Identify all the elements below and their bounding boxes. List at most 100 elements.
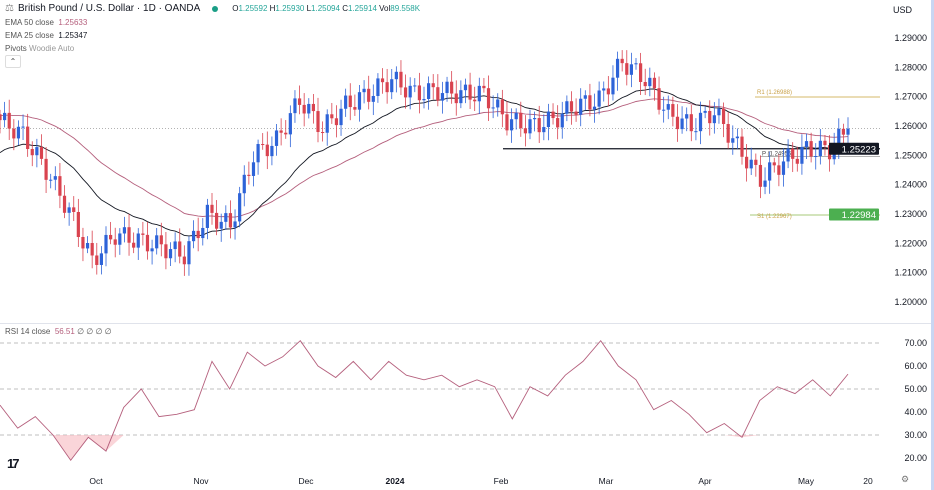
candle-body [339,108,343,126]
candle-body [717,108,721,116]
candle-body [708,110,712,124]
scrollbar[interactable] [931,0,934,490]
candle-body [823,140,827,146]
ema25-legend[interactable]: EMA 25 close 1.25347 [5,31,88,40]
support-price-tag-bg [829,142,879,155]
candle-body [763,180,767,187]
candle-body [597,90,601,107]
candle-body [611,77,615,95]
candle-body [265,144,269,157]
candle-body [427,83,431,100]
pivots-legend[interactable]: Pivots Woodie Auto [5,44,75,53]
candle-body [482,85,486,89]
candle-body [76,211,80,238]
time-tick-label: Dec [298,476,314,486]
rsi-tick-label: 60.00 [904,361,927,371]
candle-body [302,104,306,114]
candle-body [680,118,684,130]
candle-body [496,99,500,108]
candle-body [772,162,776,166]
settings-icon[interactable]: ⚙ [901,474,910,484]
tradingview-logo[interactable]: 17 [7,456,20,471]
s1-label: S1 (1.22967) [757,214,792,220]
candle-body [334,118,339,126]
candle-body [0,114,2,121]
candle-body [436,87,440,101]
symbol-title[interactable]: British Pound / U.S. Dollar · 1D · OANDA [17,3,201,14]
time-tick-label: 20 [863,476,873,486]
ema25-line [0,88,849,237]
candle-body [417,85,421,101]
candle-body [348,95,352,108]
candle-body [72,207,76,212]
candle-body [662,109,666,111]
candle-body [537,118,541,133]
candle-body [371,95,375,102]
candle-body [675,116,680,130]
candle-body [390,79,394,93]
candle-body [445,81,449,94]
ema50-line [0,98,849,218]
candle-body [53,176,57,180]
candle-body [413,85,417,87]
candle-body [523,128,527,134]
candle-body [685,114,689,119]
candle-body [164,244,168,259]
candle-body [357,92,362,110]
candle-body [703,110,707,113]
candle-body [344,95,348,109]
price-tick-label: 1.23000 [894,209,927,219]
candle-body [150,248,154,252]
candle-body [219,221,223,229]
candle-body [182,256,186,265]
candle-body [215,212,219,229]
time-tick-label: May [798,476,815,486]
time-tick-label: Mar [599,476,614,486]
currency-selector[interactable]: USD [892,5,912,15]
rsi-tick-label: 20.00 [904,453,927,463]
rsi-tick-label: 70.00 [904,338,927,348]
candle-body [141,233,145,235]
candle-body [270,145,274,157]
candle-body [726,124,730,143]
candle-body [583,95,587,99]
candle-body [99,253,103,265]
candle-body [542,127,546,133]
candle-body [754,159,758,165]
rsi-legend[interactable]: RSI 14 close 56.51 ∅ ∅ ∅ ∅ [5,327,112,336]
candle-body [846,128,850,135]
candle-body [81,237,85,249]
candle-body [168,249,173,259]
candle-body [551,111,555,119]
chevron-up-icon[interactable]: ⌃ [5,55,21,68]
candle-body [399,71,403,88]
candle-body [528,119,532,134]
candle-body [473,99,477,102]
candle-body [735,136,739,139]
s1-price-tag: 1.22984 [842,210,876,221]
candle-body [588,95,592,110]
candle-body [311,103,315,112]
symbol-icon: ⚖ [5,3,14,14]
candle-body [781,161,786,175]
candle-body [256,144,260,163]
candle-body [546,111,551,128]
candle-body [639,63,643,83]
candle-body [800,146,804,164]
candle-body [159,235,163,245]
candle-body [777,165,781,175]
candle-body [136,233,140,248]
candle-body [648,77,652,87]
candle-body [30,149,34,156]
price-tick-label: 1.29000 [894,33,927,43]
ema50-legend[interactable]: EMA 50 close 1.25633 [5,18,88,27]
price-tick-label: 1.28000 [894,62,927,72]
candle-body [602,88,606,91]
candle-body [367,88,371,102]
candle-body [155,235,159,249]
rsi-oversold-fill [0,435,848,461]
candle-body [565,101,569,114]
pane-divider[interactable] [0,323,934,324]
candle-body [12,128,16,139]
